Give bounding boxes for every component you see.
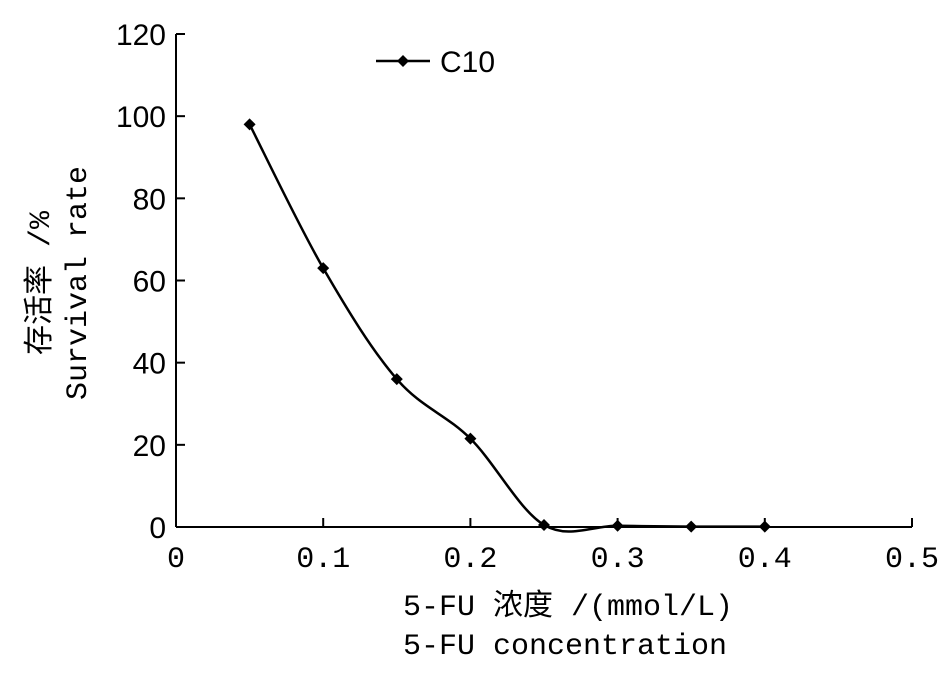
y-axis-title-line1: 存活率 /% bbox=[23, 210, 59, 355]
data-point bbox=[243, 118, 256, 131]
x-tick-label: 0.4 bbox=[738, 543, 792, 577]
x-ticks: 0 0.1 0.2 0.3 0.4 0.5 bbox=[167, 518, 939, 577]
y-axis-title-line2: Survival rate bbox=[62, 166, 96, 400]
y-axis-title: 存活率 /% Survival rate bbox=[23, 166, 96, 400]
y-ticks: 0 20 40 60 80 100 120 bbox=[116, 19, 185, 545]
x-tick-label: 0.2 bbox=[443, 543, 497, 577]
x-tick-label: 0 bbox=[167, 543, 185, 577]
x-tick-label: 0.3 bbox=[591, 543, 645, 577]
legend-marker bbox=[397, 55, 409, 67]
y-tick-label: 40 bbox=[133, 348, 166, 381]
x-axis-title-line2: 5-FU concentration bbox=[403, 630, 727, 664]
y-tick-label: 120 bbox=[116, 19, 166, 52]
x-tick-label: 0.5 bbox=[885, 543, 939, 577]
axes: 0 20 40 60 80 100 120 0 0.1 0.2 0.3 0.4 0.5 bbox=[116, 19, 939, 577]
x-axis-title: 5-FU 浓度 /(mmol/L) 5-FU concentration bbox=[403, 589, 733, 664]
data-point bbox=[317, 262, 330, 275]
data-point bbox=[685, 520, 698, 533]
legend: C10 bbox=[376, 46, 495, 79]
y-tick-label: 0 bbox=[149, 512, 166, 545]
data-point bbox=[611, 519, 624, 532]
x-axis-title-line1: 5-FU 浓度 /(mmol/L) bbox=[403, 589, 733, 625]
data-point bbox=[390, 373, 403, 386]
series-line bbox=[248, 123, 765, 533]
legend-label: C10 bbox=[440, 46, 495, 79]
data-point bbox=[758, 520, 771, 533]
y-tick-label: 100 bbox=[116, 101, 166, 134]
plot-area bbox=[243, 118, 771, 533]
y-tick-label: 20 bbox=[133, 430, 166, 463]
data-point bbox=[464, 432, 477, 445]
data-point bbox=[538, 518, 550, 531]
y-tick-label: 60 bbox=[133, 266, 166, 299]
x-tick-label: 0.1 bbox=[296, 543, 350, 577]
y-tick-label: 80 bbox=[133, 183, 166, 216]
